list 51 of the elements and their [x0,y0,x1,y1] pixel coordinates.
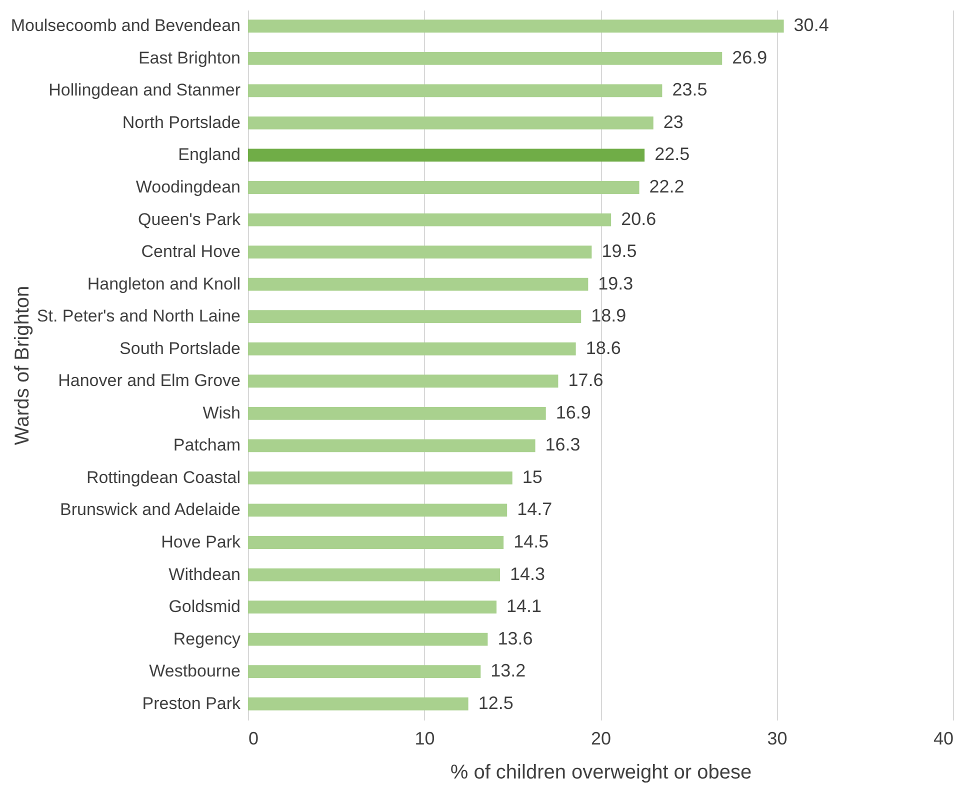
x-axis-title: % of children overweight or obese [450,762,752,784]
data-label: 22.2 [649,176,684,196]
data-label: 14.1 [506,596,542,616]
data-label: 13.6 [498,628,533,648]
y-tick-label: Withdean [168,564,240,584]
data-label: 30.4 [794,15,829,36]
y-tick-label: Goldsmid [168,597,240,616]
y-tick-label: Hove Park [161,532,241,552]
data-label: 22.5 [654,144,690,164]
y-axis-title: Wards of Brighton [12,286,34,446]
data-label: 15 [522,466,542,487]
data-label: 23.5 [672,80,708,100]
y-tick-label: East Brighton [138,48,240,68]
data-label: 18.6 [586,338,621,358]
y-tick-label: Rottingdean Coastal [86,468,240,487]
data-label: 12.5 [478,692,514,713]
y-tick-label: Wish [202,403,240,422]
y-tick-label: St. Peter's and North Laine [36,306,240,326]
y-tick-label: Brunswick and Adelaide [60,500,240,520]
y-tick-label: England [178,145,240,164]
x-tick-label: 0 [248,728,259,748]
y-tick-label: North Portslade [122,112,240,132]
y-tick-label: Westbourne [149,662,240,681]
y-tick-label: Regency [173,629,241,648]
data-label: 19.5 [602,241,637,262]
data-label: 17.6 [568,370,604,390]
x-tick-label: 40 [933,728,954,748]
y-tick-label: Hangleton and Knoll [87,274,240,294]
y-tick-label: Queen's Park [138,210,241,229]
data-label: 23 [663,112,684,132]
y-tick-label: Central Hove [141,242,240,262]
data-label: 18.9 [591,306,626,326]
y-tick-label: Hanover and Elm Grove [58,371,240,390]
data-label: 14.3 [510,564,546,584]
x-tick-label: 30 [767,728,788,748]
data-label: 14.5 [514,532,549,552]
data-label: 20.6 [621,208,656,229]
x-tick-label: 10 [414,728,435,748]
x-tick-label: 20 [590,728,612,748]
data-label: 14.7 [517,499,552,520]
y-tick-label: South Portslade [120,338,240,358]
y-tick-label: Patcham [173,436,240,455]
data-label: 16.9 [556,402,591,422]
y-tick-label: Hollingdean and Stanmer [48,80,241,100]
y-tick-label: Woodingdean [136,178,240,196]
y-tick-label: Moulsecoomb and Bevendean [10,16,240,36]
data-label: 26.9 [732,47,768,68]
data-label: 16.3 [545,434,580,455]
y-tick-label: Preston Park [142,694,241,713]
data-label: 19.3 [598,273,634,294]
data-label: 13.2 [490,660,526,681]
